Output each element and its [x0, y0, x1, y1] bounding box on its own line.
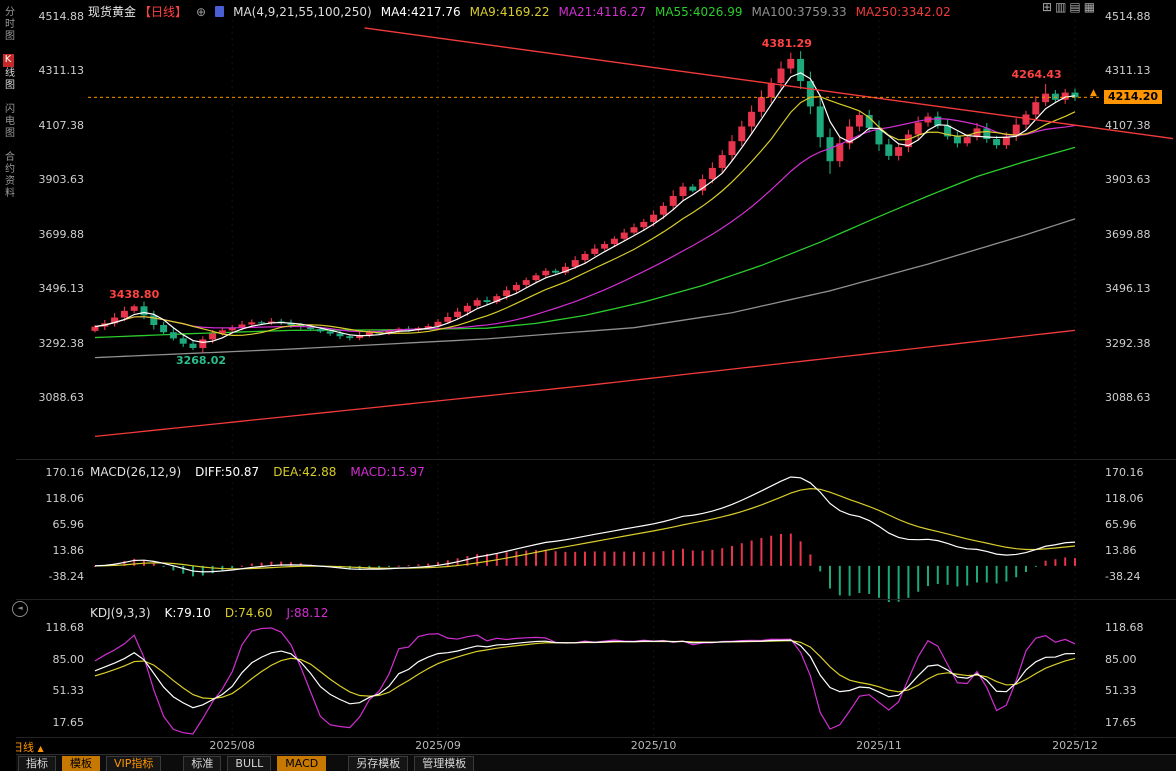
layout-rows-icon[interactable]: ▤	[1069, 0, 1081, 14]
macd-values: DIFF:50.87 DEA:42.88 MACD:15.97	[195, 465, 425, 479]
sidebar: 分时图 K线图闪电图合约资料	[0, 0, 16, 755]
period-selector[interactable]: 日线 ▲	[12, 739, 44, 755]
tab-另存模板[interactable]: 另存模板	[348, 755, 409, 771]
dropdown-arrow-icon: ▲	[37, 744, 44, 753]
tab-VIP指标[interactable]: VIP指标	[106, 755, 162, 771]
tab-模板[interactable]: 模板	[62, 755, 100, 771]
separator	[16, 459, 1176, 460]
macd-title: MACD(26,12,9)	[90, 465, 182, 479]
macd-value: DIFF:50.87	[195, 465, 260, 479]
kdj-values: K:79.10 D:74.60 J:88.12	[165, 606, 329, 620]
bottom-tab-bar: 指标 模板 VIP指标 标准 BULL MACD 另存模板 管理模板	[16, 754, 1176, 771]
panel-collapse-icon[interactable]: ◄	[12, 601, 28, 617]
kdj-title: KDJ(9,3,3)	[90, 606, 151, 620]
ma-group-label: MA(4,9,21,55,100,250)	[233, 4, 372, 19]
separator	[16, 599, 1176, 600]
ma-flag-icon	[215, 6, 225, 17]
ma-value: MA4:4217.76	[380, 4, 461, 19]
ma-values: MA4:4217.76 MA9:4169.22 MA21:4116.27 MA55:4…	[381, 5, 951, 19]
ma-value: MA100:3759.33	[751, 4, 847, 19]
layout-columns-icon[interactable]: ▥	[1055, 0, 1067, 14]
symbol-title: 现货黄金	[88, 5, 137, 19]
separator	[16, 737, 1176, 738]
kdj-value: J:88.12	[286, 606, 329, 620]
tab-指标[interactable]: 指标	[18, 755, 56, 771]
period-label: 【日线】	[139, 5, 188, 19]
sidebar-item-闪电图[interactable]: 闪电图	[2, 103, 14, 139]
period-selector-label: 日线	[12, 741, 34, 754]
tab-管理模板[interactable]: 管理模板	[414, 755, 475, 771]
macd-header: MACD(26,12,9) DIFF:50.87 DEA:42.88 MACD:15…	[90, 465, 425, 479]
sidebar-item-分时图[interactable]: 分时图	[2, 6, 14, 42]
macd-value: MACD:15.97	[350, 465, 425, 479]
ma-value: MA9:4169.22	[469, 4, 550, 19]
layout-grid-icon[interactable]: ⊞	[1042, 0, 1053, 14]
ma-value: MA21:4116.27	[558, 4, 646, 19]
sidebar-item-合约资料[interactable]: 合约资料	[2, 151, 14, 199]
price-up-arrow-icon: ▲	[1090, 88, 1097, 99]
kdj-value: D:74.60	[224, 606, 273, 620]
layout-toolbar: ⊞ ▥ ▤ ▦	[1042, 0, 1095, 14]
ma-value: MA250:3342.02	[855, 4, 951, 19]
ma-value: MA55:4026.99	[654, 4, 743, 19]
active-tab-badge: K	[2, 54, 14, 67]
macd-value: DEA:42.88	[273, 465, 337, 479]
chart-header: 现货黄金 【日线】 ⊕ MA(4,9,21,55,100,250) MA4:42…	[88, 3, 951, 20]
tab-MACD[interactable]: MACD	[277, 755, 327, 771]
kdj-header: KDJ(9,3,3) K:79.10 D:74.60 J:88.12	[90, 606, 328, 620]
current-price-tag: 4214.20	[1104, 90, 1162, 105]
add-indicator-icon[interactable]: ⊕	[196, 4, 207, 19]
tab-BULL[interactable]: BULL	[227, 755, 272, 771]
kdj-value: K:79.10	[164, 606, 211, 620]
layout-multi-icon[interactable]: ▦	[1083, 0, 1096, 14]
sidebar-item-K线图[interactable]: K线图	[2, 54, 14, 91]
tab-标准[interactable]: 标准	[183, 755, 222, 771]
